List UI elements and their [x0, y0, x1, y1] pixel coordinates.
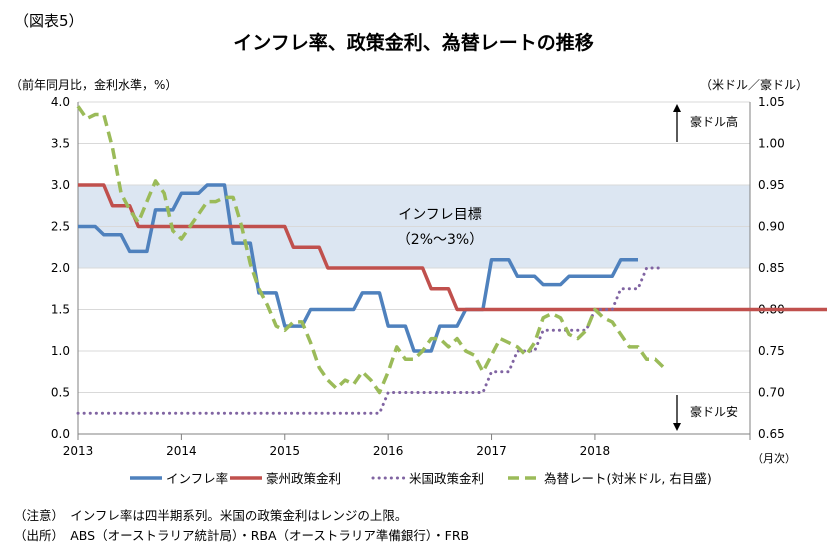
left-tick-label: 0.0: [51, 427, 70, 441]
aud-high-annotation: 豪ドル高: [690, 114, 738, 129]
right-tick-label: 0.65: [758, 427, 785, 441]
legend-label-fx: 為替レート(対米ドル, 右目盛): [544, 471, 712, 486]
note-line-1: （注意） インフレ率は四半期系列。米国の政策金利はレンジの上限。: [14, 508, 408, 523]
series-lines: [76, 105, 827, 415]
series-line-us_rate: [76, 266, 666, 415]
x-tick-label: 2014: [166, 444, 197, 458]
left-tick-label: 3.5: [51, 137, 70, 151]
left-tick-label: 1.0: [51, 344, 70, 358]
x-tick-label: 2018: [580, 444, 611, 458]
right-tick-label: 0.75: [758, 344, 785, 358]
down-arrowhead-icon: [673, 423, 681, 431]
left-axis-label: （前年同月比，金利水準，%）: [10, 78, 178, 92]
left-tick-label: 0.5: [51, 386, 70, 400]
right-tick-label: 0.95: [758, 178, 785, 192]
x-axis-unit: （月次）: [752, 451, 796, 465]
annotations: インフレ目標 （2%～3%） 豪ドル高 豪ドル安 （月次）: [397, 104, 796, 465]
figure-label: （図表5）: [14, 12, 84, 30]
up-arrowhead-icon: [673, 104, 681, 112]
right-tick-label: 1.05: [758, 95, 785, 109]
legend-label-inflation: インフレ率: [166, 471, 228, 486]
right-tick-label: 0.70: [758, 386, 785, 400]
series-line-inflation: [78, 183, 638, 353]
x-tick-label: 2013: [63, 444, 94, 458]
x-tick-label: 2016: [373, 444, 404, 458]
target-band-label-line2: （2%～3%）: [397, 232, 483, 248]
source-line: （出所） ABS（オーストラリア統計局）・RBA（オーストラリア準備銀行）・FR…: [14, 528, 470, 543]
left-tick-label: 1.5: [51, 303, 70, 317]
target-band-label-line1: インフレ目標: [398, 207, 482, 223]
series-line-fx: [76, 105, 666, 395]
chart-area: 0.0 0.650.5 0.701.0 0.751.5 0.802.0 0.852.5 0.…: [51, 95, 827, 486]
aud-low-annotation: 豪ドル安: [690, 404, 738, 419]
left-tick-label: 4.0: [51, 95, 70, 109]
legend-label-us_rate: 米国政策金利: [409, 471, 484, 486]
x-tick-label: 2017: [476, 444, 507, 458]
right-tick-label: 0.90: [758, 220, 785, 234]
left-tick-label: 3.0: [51, 178, 70, 192]
right-tick-label: 0.85: [758, 261, 785, 275]
axes: 0.0 0.650.5 0.701.0 0.751.5 0.802.0 0.852.5 0.…: [51, 95, 785, 458]
legend: インフレ率 豪州政策金利 米国政策金利 為替レート(対米ドル, 右目盛): [130, 471, 712, 486]
right-axis-label: （米ドル／豪ドル）: [700, 78, 809, 92]
left-tick-label: 2.5: [51, 220, 70, 234]
legend-label-aus_rate: 豪州政策金利: [266, 471, 341, 486]
x-tick-label: 2015: [269, 444, 300, 458]
chart-title: インフレ率、政策金利、為替レートの推移: [233, 32, 594, 54]
right-tick-label: 1.00: [758, 137, 785, 151]
series-line-aus_rate: [78, 183, 827, 312]
left-tick-label: 2.0: [51, 261, 70, 275]
